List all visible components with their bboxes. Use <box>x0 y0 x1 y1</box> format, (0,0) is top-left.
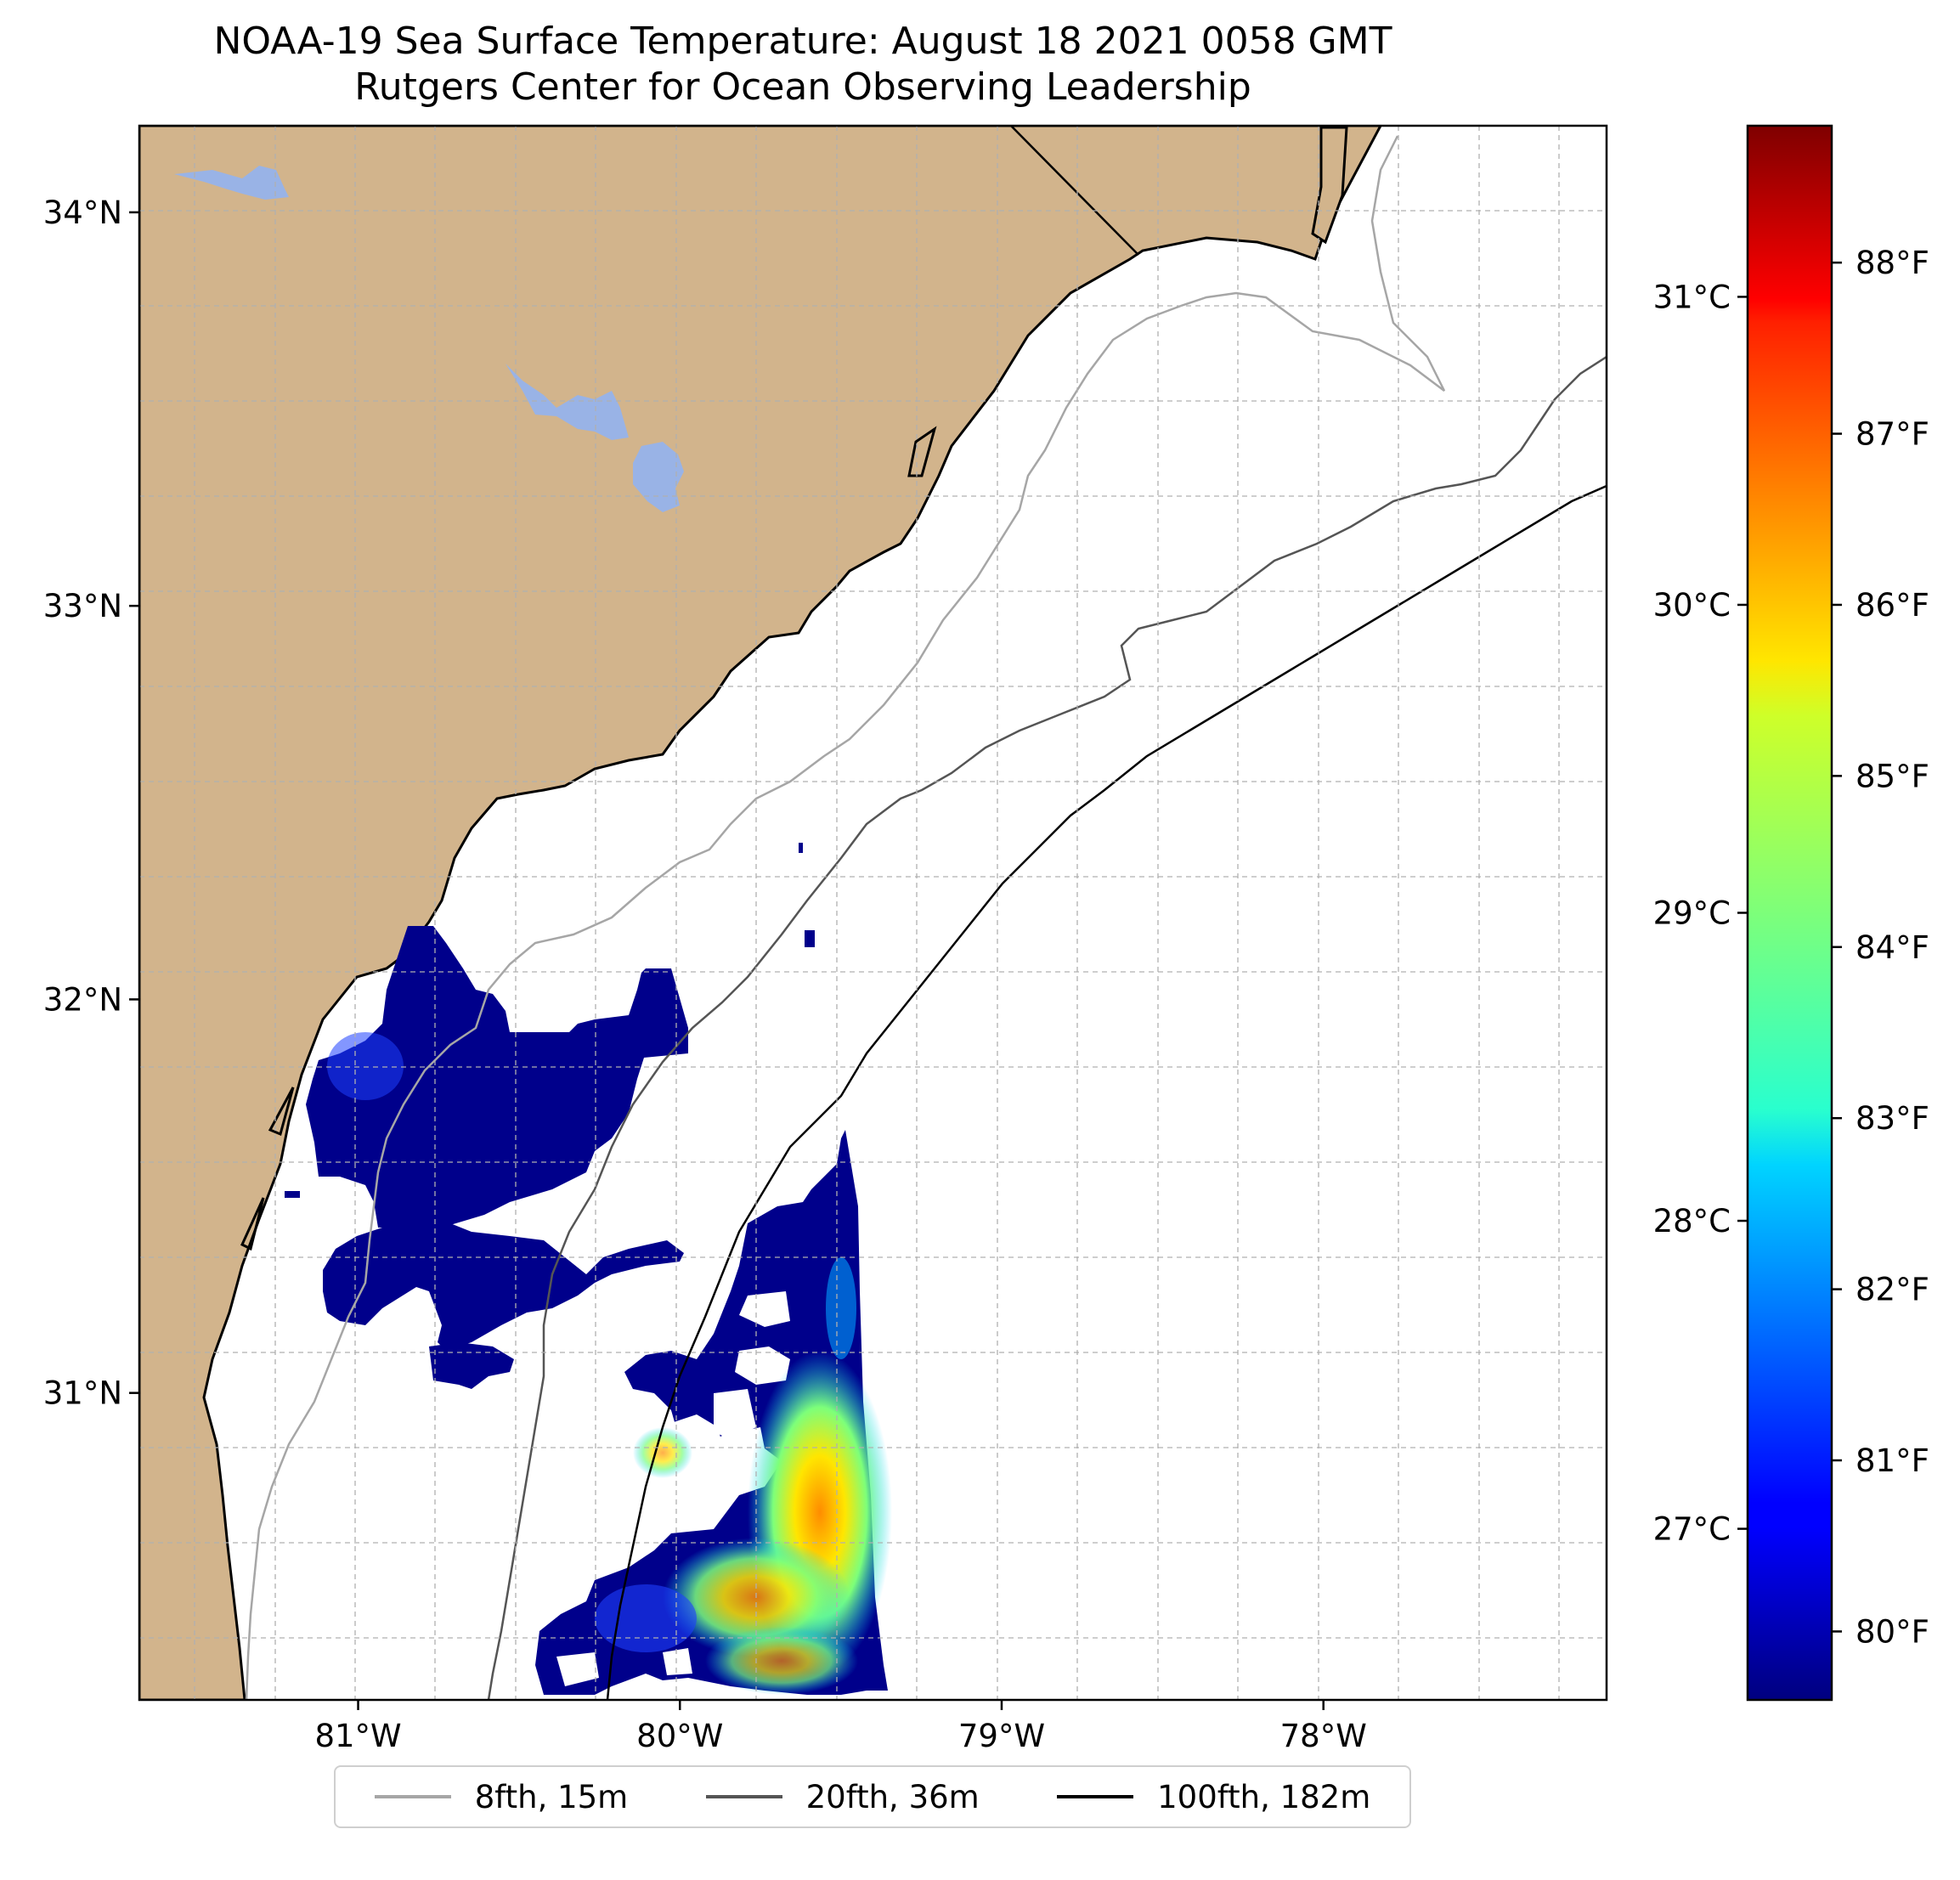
fahrenheit-tick-label: 80°F <box>1856 1613 1929 1650</box>
fahrenheit-tick-label: 84°F <box>1856 929 1929 966</box>
lake-north <box>174 166 289 200</box>
isobath-8fth <box>245 135 1446 1700</box>
legend-swatch <box>374 1795 451 1798</box>
legend: 8fth, 15m 20fth, 36m 100fth, 182m <box>334 1765 1411 1828</box>
colorbar <box>1746 124 1833 1702</box>
title-line-1: NOAA-19 Sea Surface Temperature: August … <box>213 20 1392 63</box>
title-line-2: Rutgers Center for Ocean Observing Leade… <box>354 65 1251 109</box>
state-border <box>1010 126 1139 256</box>
fahrenheit-tick-label: 85°F <box>1856 758 1929 794</box>
fahrenheit-tick-label: 81°F <box>1856 1442 1929 1479</box>
lat-tick-label: 32°N <box>43 981 122 1018</box>
lat-tick-label: 34°N <box>43 195 122 231</box>
legend-swatch <box>705 1795 782 1798</box>
legend-entry: 8fth, 15m <box>374 1778 629 1815</box>
gridlines <box>139 126 1607 1700</box>
land-mass <box>139 126 1382 1700</box>
legend-label: 8fth, 15m <box>474 1778 629 1815</box>
celsius-tick-label: 30°C <box>1653 587 1731 624</box>
fahrenheit-tick-label: 83°F <box>1856 1100 1929 1137</box>
lat-tick-label: 31°N <box>43 1375 122 1412</box>
legend-swatch <box>1057 1795 1134 1798</box>
lon-tick-label: 80°W <box>636 1718 723 1754</box>
legend-entry: 20fth, 36m <box>705 1778 980 1815</box>
lake-moultrie <box>633 442 684 512</box>
celsius-tick-label: 27°C <box>1653 1511 1731 1548</box>
legend-label: 100fth, 182m <box>1157 1778 1371 1815</box>
sst-field <box>285 843 892 1695</box>
map-frame <box>138 124 1608 1702</box>
colorbar-ticks: 88°F 87°F 86°F 85°F 84°F 83°F 82°F 81°F 80°F 31°C… <box>1653 245 1929 1650</box>
celsius-tick-label: 28°C <box>1653 1203 1731 1239</box>
fahrenheit-tick-label: 82°F <box>1856 1272 1929 1308</box>
fahrenheit-tick-label: 87°F <box>1856 416 1929 453</box>
isobath-100fth <box>606 484 1607 1700</box>
legend-label: 20fth, 36m <box>805 1778 980 1815</box>
lon-tick-label: 79°W <box>958 1718 1045 1754</box>
celsius-tick-label: 31°C <box>1653 279 1731 315</box>
lat-tick-label: 33°N <box>43 588 122 624</box>
lake-marion <box>506 364 629 440</box>
isobath-20fth <box>487 355 1607 1700</box>
fahrenheit-tick-label: 86°F <box>1856 587 1929 624</box>
sst-cold-region-mid <box>323 1223 684 1351</box>
sst-cold-region-blob <box>429 1342 514 1389</box>
fahrenheit-tick-label: 88°F <box>1856 245 1929 281</box>
coastal-islands-south <box>240 426 937 1251</box>
lon-tick-label: 78°W <box>1280 1718 1367 1754</box>
lon-tick-label: 81°W <box>314 1718 401 1754</box>
chart-title: NOAA-19 Sea Surface Temperature: August … <box>0 19 1606 110</box>
legend-entry: 100fth, 182m <box>1057 1779 1370 1815</box>
celsius-tick-label: 29°C <box>1653 895 1731 932</box>
sst-cold-region-north <box>306 926 688 1228</box>
coastal-islands <box>1311 126 1348 245</box>
axis-ticks: 34°N 33°N 32°N 31°N 81°W 80°W 79°W 78°W <box>43 195 1367 1754</box>
